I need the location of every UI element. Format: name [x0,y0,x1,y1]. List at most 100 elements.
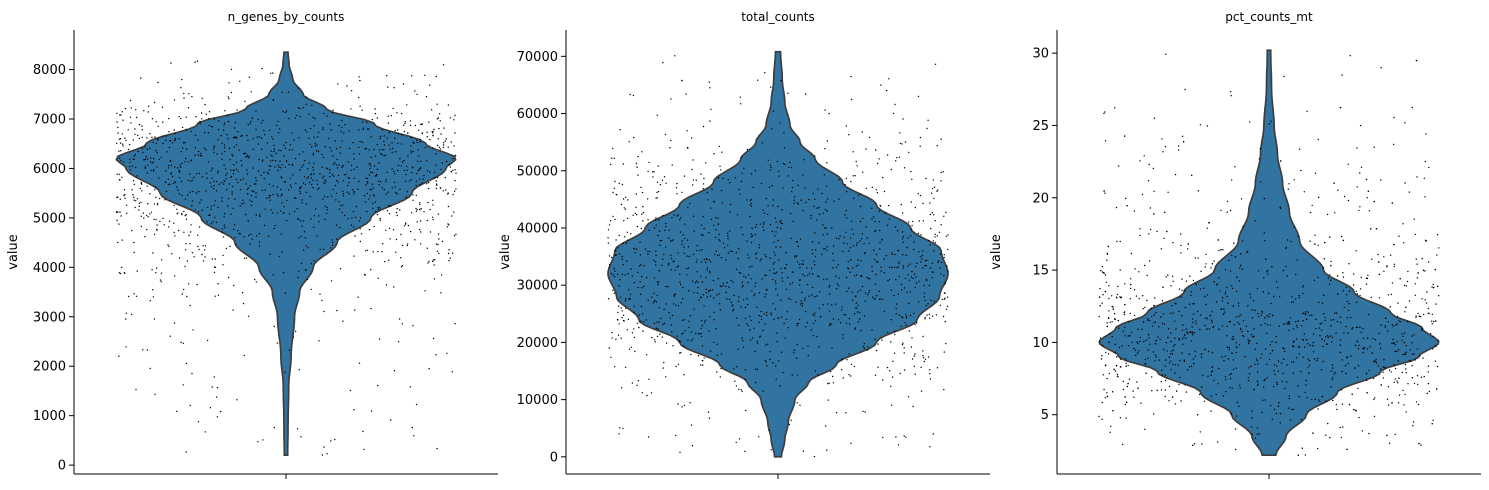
jitter-point [1263,379,1265,382]
jitter-point [1414,233,1417,236]
jitter-point [1156,389,1159,392]
jitter-point [940,273,942,275]
jitter-point [940,171,942,174]
jitter-point [253,183,256,185]
jitter-point [453,190,456,192]
jitter-point [609,163,612,166]
jitter-point [762,209,764,211]
jitter-point [1403,404,1405,406]
jitter-point [798,263,801,265]
jitter-point [625,307,627,309]
jitter-point [1247,330,1249,333]
jitter-point [210,169,212,172]
jitter-point [913,355,915,357]
jitter-point [348,147,351,150]
jitter-point [916,322,918,324]
jitter-point [886,366,889,369]
jitter-point [1155,356,1158,358]
jitter-point [772,110,775,112]
jitter-point [149,213,151,215]
jitter-point [1286,275,1288,277]
jitter-point [1221,297,1224,299]
jitter-point [221,228,224,230]
jitter-point [811,241,814,243]
jitter-point [283,212,285,214]
jitter-point [665,376,667,378]
jitter-point [1174,403,1177,405]
jitter-point [1207,375,1209,377]
jitter-point [1184,384,1186,386]
jitter-point [832,382,835,384]
jitter-point [917,301,920,303]
jitter-point [1190,340,1193,342]
jitter-point [1235,342,1238,344]
jitter-point [1210,395,1212,397]
jitter-point [655,217,657,219]
jitter-point [1363,348,1365,350]
jitter-point [1257,270,1260,272]
jitter-point [119,142,122,144]
jitter-point [1188,303,1191,305]
jitter-point [723,247,726,249]
jitter-point [1192,444,1194,446]
jitter-point [447,193,449,195]
jitter-point [1210,410,1212,412]
jitter-point [1427,382,1430,385]
jitter-point [612,274,614,276]
jitter-point [255,179,257,182]
jitter-point [716,354,718,356]
jitter-point [409,386,411,388]
jitter-point [647,299,649,301]
jitter-point [283,206,285,208]
jitter-point [124,197,126,199]
jitter-point [1228,348,1231,351]
jitter-point [928,284,931,287]
jitter-point [1183,336,1185,338]
jitter-point [1438,295,1440,297]
jitter-point [1221,300,1224,302]
jitter-point [447,223,449,225]
jitter-point [240,135,242,137]
jitter-point [1362,351,1364,354]
jitter-point [826,449,828,451]
y-tick-label: 10000 [517,393,558,408]
jitter-point [1218,249,1220,252]
jitter-point [713,311,715,314]
jitter-point [832,259,835,262]
jitter-point [636,384,638,386]
jitter-point [1185,337,1187,340]
jitter-point [663,322,666,325]
jitter-point [793,352,795,354]
jitter-point [1112,308,1115,310]
jitter-point [152,289,154,291]
jitter-point [919,145,921,147]
jitter-point [440,292,442,294]
jitter-point [1264,399,1267,401]
jitter-point [1174,344,1176,346]
jitter-point [1154,354,1157,356]
jitter-point [1212,326,1214,329]
jitter-point [219,410,222,413]
jitter-point [913,312,915,314]
jitter-point [433,128,435,131]
jitter-point [227,120,230,123]
jitter-point [1125,365,1127,367]
jitter-point [437,177,439,179]
jitter-point [744,450,746,453]
jitter-point [273,148,276,150]
jitter-point [661,179,664,181]
jitter-point [1321,302,1324,304]
jitter-point [1107,317,1110,319]
jitter-point [805,201,807,204]
jitter-point [1207,350,1210,353]
jitter-point [1285,246,1288,248]
jitter-points [115,60,457,456]
jitter-point [1343,195,1346,198]
jitter-point [1155,311,1157,314]
jitter-point [1177,145,1180,147]
jitter-point [812,322,815,325]
jitter-point [268,196,270,199]
jitter-point [1194,350,1197,352]
jitter-point [1300,325,1303,327]
jitter-point [1344,364,1347,367]
